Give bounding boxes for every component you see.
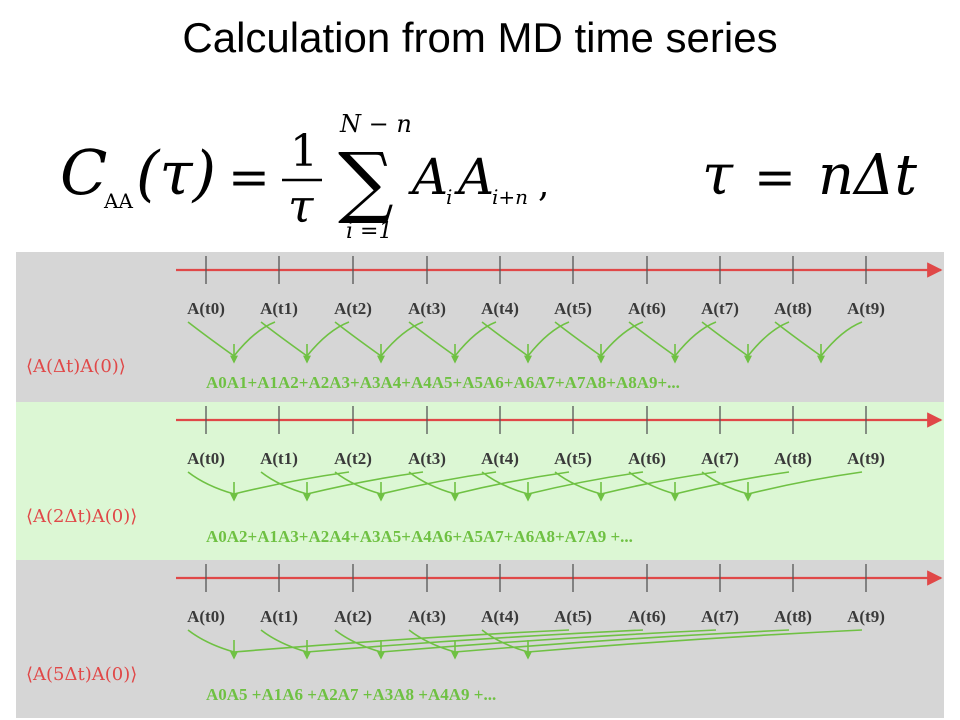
time-label-t7: A(t7) xyxy=(701,607,739,626)
time-label-t6: A(t6) xyxy=(628,449,666,468)
sum-expression: A0A5 +A1A6 +A2A7 +A3A8 +A4A9 +... xyxy=(206,685,496,704)
formula-C: C xyxy=(60,136,107,209)
pair-arrow-2-7 xyxy=(334,629,717,660)
autocorrelation-formula: C AA (τ) = 1 τ N − n ∑ i =1 A i A i+n , … xyxy=(60,110,918,244)
pair-arrow-8-9 xyxy=(774,321,863,364)
time-label-t4: A(t4) xyxy=(481,299,519,318)
time-label-t3: A(t3) xyxy=(408,299,446,318)
time-label-t2: A(t2) xyxy=(334,449,372,468)
panel-background xyxy=(16,252,944,402)
formula-summand-sub2: i+n xyxy=(492,185,528,209)
correlation-label: ⟨A(5Δt)A(0)⟩ xyxy=(26,664,137,685)
pair-arrow-7-8 xyxy=(701,321,790,364)
sum-expression: A0A1+A1A2+A2A3+A3A4+A4A5+A5A6+A6A7+A7A8+… xyxy=(206,373,680,392)
pair-arrow-6-8 xyxy=(628,471,790,502)
formula-summand-A2: A xyxy=(454,148,494,206)
time-label-t0: A(t0) xyxy=(187,607,225,626)
pair-arrow-5-6 xyxy=(554,321,644,364)
formula-equals-2: = xyxy=(754,148,796,206)
time-label-t5: A(t5) xyxy=(554,449,592,468)
time-label-t8: A(t8) xyxy=(774,607,812,626)
time-label-t9: A(t9) xyxy=(847,299,885,318)
time-label-t9: A(t9) xyxy=(847,449,885,468)
time-label-t7: A(t7) xyxy=(701,299,739,318)
formula-sum-upper-limit: N − n xyxy=(339,110,412,138)
formula-fraction-numerator: 1 xyxy=(290,126,318,177)
time-label-t8: A(t8) xyxy=(774,299,812,318)
formula-C-subscript: AA xyxy=(103,189,133,213)
formula-comma: , xyxy=(538,164,549,205)
pair-arrow-2-3 xyxy=(334,321,424,364)
time-series-diagram: A(t0) A(t1) A(t2) A(t3) A(t4) A(t5) A(t6) A(t7)… xyxy=(16,252,944,718)
panel-background xyxy=(16,402,944,560)
time-label-t0: A(t0) xyxy=(187,449,225,468)
pair-arrow-7-9 xyxy=(701,471,863,502)
formula-equals-1: = xyxy=(228,148,270,206)
time-label-t2: A(t2) xyxy=(334,299,372,318)
pair-arrow-1-2 xyxy=(260,321,350,364)
formula-rhs-value: nΔt xyxy=(818,143,918,208)
pair-arrow-3-4 xyxy=(408,321,497,364)
time-label-t5: A(t5) xyxy=(554,607,592,626)
time-label-t6: A(t6) xyxy=(628,299,666,318)
formula-fraction-denominator: τ xyxy=(288,179,315,233)
correlation-label: ⟨A(2Δt)A(0)⟩ xyxy=(26,506,137,527)
formula-sum-lower-limit: i =1 xyxy=(346,219,392,244)
time-label-t2: A(t2) xyxy=(334,607,372,626)
formula-tau-argument: (τ) xyxy=(136,139,216,209)
time-label-t3: A(t3) xyxy=(408,449,446,468)
pair-arrow-1-6 xyxy=(260,629,644,660)
time-label-t9: A(t9) xyxy=(847,607,885,626)
time-label-t1: A(t1) xyxy=(260,449,298,468)
sum-expression: A0A2+A1A3+A2A4+A3A5+A4A6+A5A7+A6A8+A7A9 … xyxy=(206,527,633,546)
formula-summand-sub1: i xyxy=(446,185,452,209)
pair-arrow-4-9 xyxy=(481,629,863,660)
time-label-t7: A(t7) xyxy=(701,449,739,468)
lag-panel-5: A(t0) A(t1) A(t2) A(t3) A(t4) A(t5) A(t6) A(t7)… xyxy=(16,560,944,718)
formula-sum-symbol: ∑ xyxy=(338,137,394,227)
correlation-label: ⟨A(Δt)A(0)⟩ xyxy=(26,356,126,377)
time-label-t1: A(t1) xyxy=(260,299,298,318)
pair-arrow-4-5 xyxy=(481,321,570,364)
time-label-t3: A(t3) xyxy=(408,607,446,626)
slide-title: Calculation from MD time series xyxy=(182,14,778,61)
pair-arrow-0-1 xyxy=(187,321,276,364)
time-label-t4: A(t4) xyxy=(481,607,519,626)
time-label-t6: A(t6) xyxy=(628,607,666,626)
lag-panel-2: A(t0) A(t1) A(t2) A(t3) A(t4) A(t5) A(t6) A(t7)… xyxy=(16,402,944,560)
time-label-t4: A(t4) xyxy=(481,449,519,468)
pair-arrow-6-7 xyxy=(628,321,717,364)
time-label-t0: A(t0) xyxy=(187,299,225,318)
time-label-t1: A(t1) xyxy=(260,607,298,626)
pair-arrow-0-5 xyxy=(187,629,570,660)
time-label-t5: A(t5) xyxy=(554,299,592,318)
formula-summand-A1: A xyxy=(408,148,448,206)
pair-arrow-3-8 xyxy=(408,629,790,660)
lag-panel-1: A(t0) A(t1) A(t2) A(t3) A(t4) A(t5) A(t6) A(t7)… xyxy=(16,252,944,402)
time-label-t8: A(t8) xyxy=(774,449,812,468)
formula-rhs-tau: τ xyxy=(702,143,734,208)
